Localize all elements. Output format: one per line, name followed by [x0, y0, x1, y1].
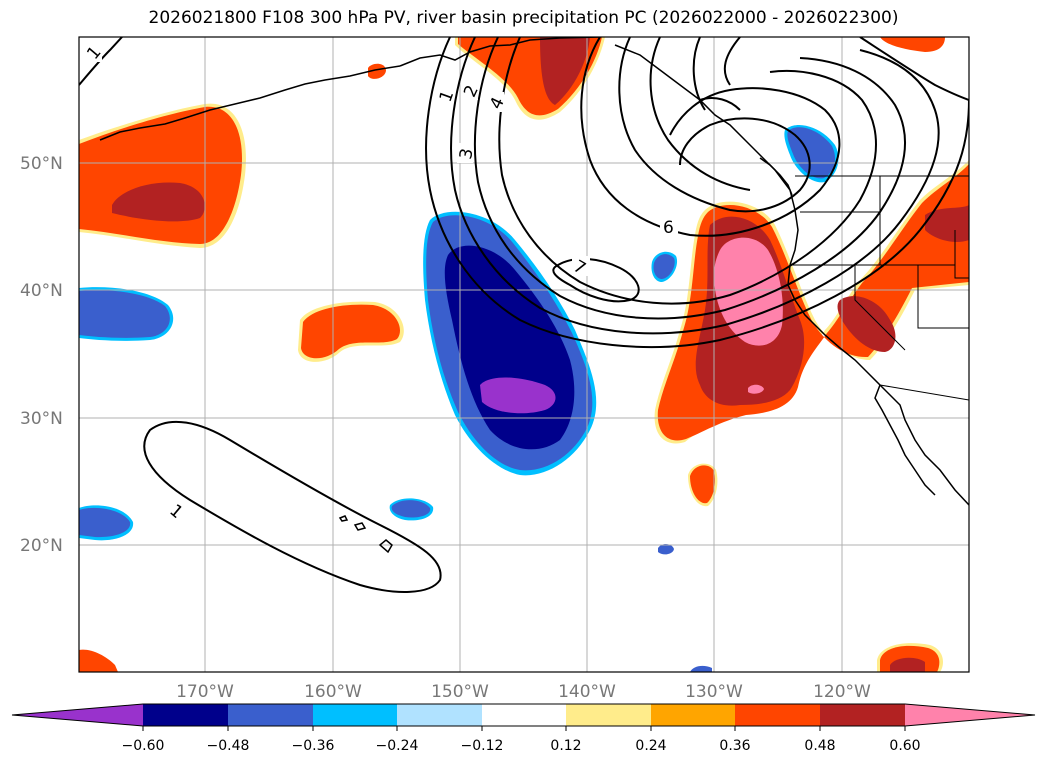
lon-label-150w: 150°W [431, 682, 489, 702]
colorbar-segment [143, 704, 228, 726]
lat-label-20n: 20°N [20, 536, 63, 556]
lon-label-140w: 140°W [558, 682, 616, 702]
pv-contour-1-main [425, 37, 969, 349]
pv-contour-6 [618, 37, 811, 213]
contour-label-bg [572, 256, 590, 276]
colorbar-tick-label: 0.12 [550, 738, 581, 754]
precip-extreme-negative-main [480, 377, 556, 414]
colorbar-segment [735, 704, 820, 726]
precip-negative-region-west [79, 290, 170, 338]
precip-extreme-positive-westcoast [713, 237, 783, 346]
pv-contour-1-corner [79, 37, 123, 86]
colorbar-tick-label: −0.60 [122, 738, 165, 754]
map-content: 1 1 1 2 3 4 6 7 [79, 37, 969, 672]
colorbar-ticks [142, 726, 906, 731]
contour-label-bg [86, 42, 102, 62]
contour-label: 6 [663, 218, 674, 238]
pv-contour-5 [580, 37, 841, 237]
colorbar-segment [651, 704, 735, 726]
graticule [79, 37, 969, 672]
political-borders [790, 175, 969, 401]
precip-negative-small-5 [658, 543, 674, 555]
lon-label-160w: 160°W [304, 682, 362, 702]
border-us-mexico [879, 384, 969, 401]
latitude-labels: 50°N 40°N 30°N 20°N [20, 154, 63, 556]
coastline-bc-alaska-panhandle [614, 44, 799, 266]
pv-contour-6c [692, 37, 706, 111]
pv-contour-labels: 1 1 1 2 3 4 6 7 [83, 42, 678, 523]
pv-contour-3 [473, 37, 907, 320]
contour-label-bg [462, 80, 478, 100]
colorbar-tick-label: −0.24 [376, 738, 419, 754]
precip-positive-small-canada [368, 63, 386, 79]
precip-strong-positive-gulf-alaska [540, 37, 590, 105]
map-border [78, 36, 970, 673]
contour-label-bg [660, 217, 678, 237]
pv-contour-1-north [723, 37, 741, 86]
map-title: 2026021800 F108 300 hPa PV, river basin … [148, 8, 899, 28]
colorbar-segment [313, 704, 397, 726]
border-state [917, 265, 969, 329]
precip-negative-small-1 [653, 254, 675, 279]
longitude-labels: 170°W 160°W 150°W 140°W 130°W 120°W [176, 682, 871, 702]
colorbar-segment [482, 704, 566, 726]
precip-strong-positive-inland [837, 296, 896, 352]
contour-label-bg [488, 92, 504, 112]
precip-negative-small-6 [690, 665, 712, 672]
border-state [954, 230, 969, 279]
colorbar-tick-label: −0.12 [461, 738, 504, 754]
colorbar-segment [820, 704, 905, 726]
lon-label-170w: 170°W [176, 682, 234, 702]
colorbar-segment [397, 704, 482, 726]
coastline-hawaii-small [353, 522, 367, 531]
colorbar-tick-label: 0.36 [719, 738, 750, 754]
colorbar-extend-low [12, 704, 143, 726]
colorbar-extend-high [905, 704, 1035, 726]
lat-label-50n: 50°N [20, 154, 63, 174]
precip-strong-positive-northwest [112, 182, 205, 222]
precip-small-pink [748, 384, 764, 394]
pv-contour-2 [450, 37, 940, 335]
contour-label-bg [438, 87, 452, 105]
pv-contour-1-east [859, 37, 969, 101]
contour-label-bg [168, 500, 186, 520]
colorbar-tick-label: −0.36 [292, 738, 335, 754]
colorbar-tick-label: 0.60 [889, 738, 920, 754]
precip-positive-region-northeast [880, 37, 945, 52]
colorbar-tick-label: 0.24 [635, 738, 666, 754]
precip-positive-region-central [301, 304, 400, 359]
precip-positive-region-southwest [79, 649, 118, 672]
coastline-aleutians [99, 65, 401, 141]
lon-label-130w: 130°W [685, 682, 743, 702]
lat-label-30n: 30°N [20, 409, 63, 429]
colorbar-tick-label: −0.48 [207, 738, 250, 754]
coastline-vancouver-island [759, 157, 793, 196]
pv-contour-1-south [143, 420, 442, 593]
precip-negative-small-3 [391, 500, 431, 518]
coastline-hawaii [378, 539, 393, 554]
contour-label: 3 [456, 147, 478, 161]
pv-contour-6b [649, 37, 751, 191]
border-ca-nv [854, 265, 906, 351]
lat-label-40n: 40°N [20, 281, 63, 301]
precip-positive-small-baja [690, 465, 716, 504]
precip-strong-positive-southeast [890, 657, 925, 672]
contour-label-bg [457, 143, 473, 163]
colorbar-tick-label: 0.48 [804, 738, 835, 754]
lon-label-120w: 120°W [813, 682, 871, 702]
pv-contour-1-alaska [699, 97, 741, 111]
colorbar-segment [566, 704, 651, 726]
coastline-hawaii-small [338, 515, 349, 522]
colorbar-segment [228, 704, 313, 726]
coastline-alaska [399, 37, 601, 67]
colorbar: −0.60 −0.48 −0.36 −0.24 −0.12 0.12 0.24 … [11, 703, 1036, 754]
coastline-baja [874, 384, 936, 496]
precip-negative-small-4 [79, 507, 131, 538]
precip-strong-positive-inland [925, 205, 969, 242]
pv-contours [79, 37, 969, 593]
pv-contour-7 [552, 257, 640, 303]
pv-contour-4 [498, 37, 877, 305]
